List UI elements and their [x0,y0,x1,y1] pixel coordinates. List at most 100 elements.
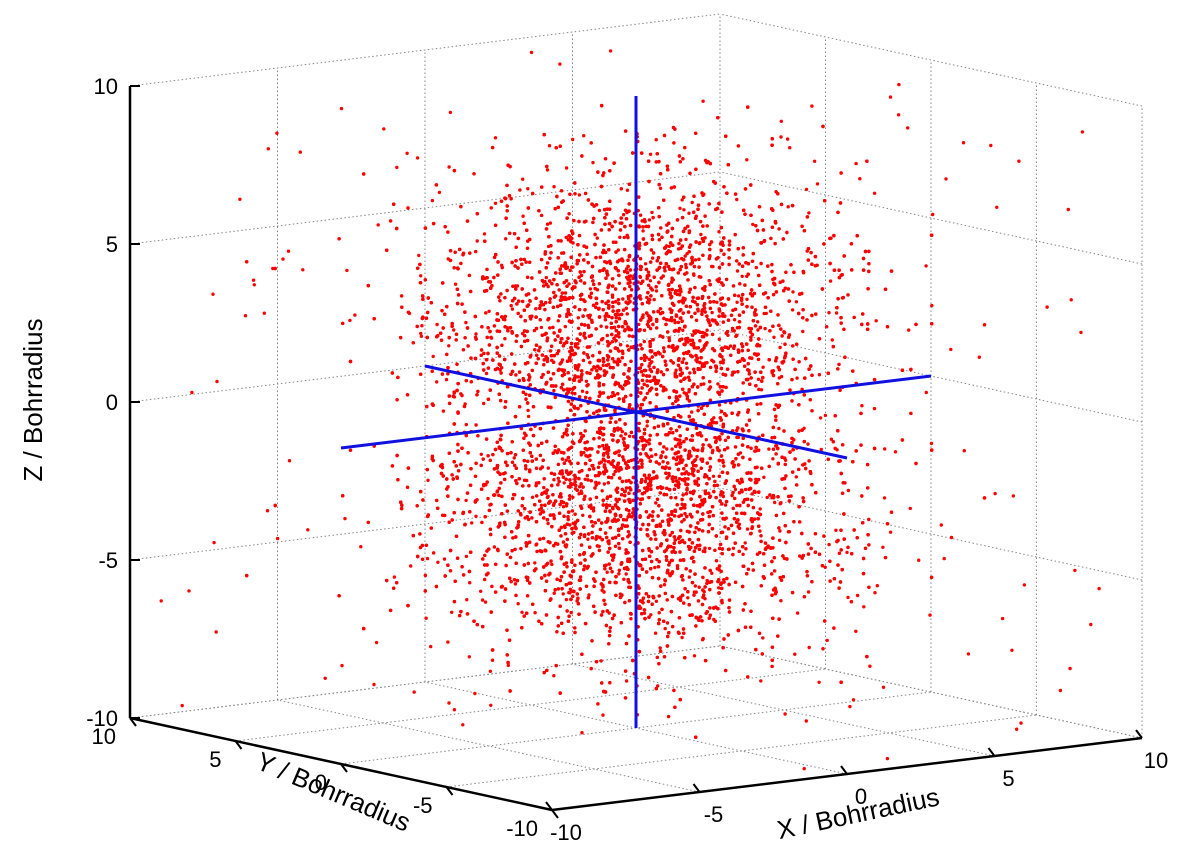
data-point [597,481,601,485]
data-point [699,232,703,237]
data-point [640,557,645,562]
data-point [546,466,550,470]
data-point [617,497,621,501]
data-point [616,248,620,252]
data-point [530,495,535,499]
data-point [516,602,520,606]
data-point [834,311,839,315]
data-point [487,309,491,313]
data-point [643,262,648,266]
floor-grid-line [129,645,721,719]
data-point [682,357,686,361]
data-point [662,583,667,587]
data-point [687,211,691,215]
data-point [684,361,689,365]
data-point [464,554,469,559]
data-point [550,562,554,567]
data-point [684,262,688,267]
data-point [758,507,762,511]
data-point [695,454,699,459]
data-point [626,530,631,534]
floor-grid-line [235,668,826,742]
data-point [779,599,783,603]
data-point [561,592,565,596]
data-point [452,328,456,332]
data-point [595,236,599,240]
data-point [641,229,645,233]
data-point [624,486,629,490]
data-point [617,335,621,339]
data-point [754,265,758,270]
data-point [617,281,622,285]
data-point [949,535,954,540]
data-point [535,549,539,554]
data-point [653,565,657,570]
data-point [728,344,733,348]
data-point [723,503,728,507]
data-point [702,382,706,386]
data-point [569,610,573,615]
data-point [468,581,472,585]
data-point [605,333,609,338]
data-point [665,447,669,451]
data-point [600,489,604,493]
data-point [655,557,659,562]
data-point [872,406,877,411]
data-point [512,456,516,460]
data-point [722,464,726,468]
data-point [710,264,714,269]
data-point [479,452,483,456]
data-point [526,414,531,419]
data-point [680,520,684,524]
data-point [683,541,687,545]
data-point [474,332,478,336]
data-point [806,442,810,446]
data-point [521,177,525,181]
data-point [688,371,692,375]
data-point [693,258,698,262]
data-point [629,617,633,621]
data-point [648,152,653,156]
data-point [581,513,585,517]
data-point [625,344,630,348]
data-point [777,538,782,542]
data-point [881,545,885,549]
data-point [552,185,556,189]
data-point [819,447,823,452]
data-point [656,684,660,688]
data-point [697,585,701,589]
data-point [761,365,765,369]
data-point [564,458,568,462]
data-point [576,326,581,330]
back-wall-grid-line [129,171,721,245]
data-point [818,416,823,420]
data-points [159,49,1101,771]
data-point [743,541,747,545]
data-point [710,571,714,575]
data-point [552,478,556,482]
data-point [790,308,795,312]
data-point [667,471,671,476]
data-point [705,578,709,583]
data-point [647,218,652,222]
data-point [564,597,569,602]
data-point [599,324,603,328]
data-point [715,300,719,304]
data-point [690,200,694,205]
data-point [480,598,485,602]
data-point [750,492,754,496]
data-point [735,435,739,440]
data-point [563,324,567,329]
data-point [735,197,739,202]
data-point [830,338,834,342]
data-point [588,287,593,291]
data-point [700,638,705,642]
data-point [907,328,911,332]
data-point [474,249,478,254]
data-point [661,460,665,464]
data-point [731,546,736,550]
data-point [670,447,674,451]
data-point [767,447,771,451]
data-point [539,503,544,507]
